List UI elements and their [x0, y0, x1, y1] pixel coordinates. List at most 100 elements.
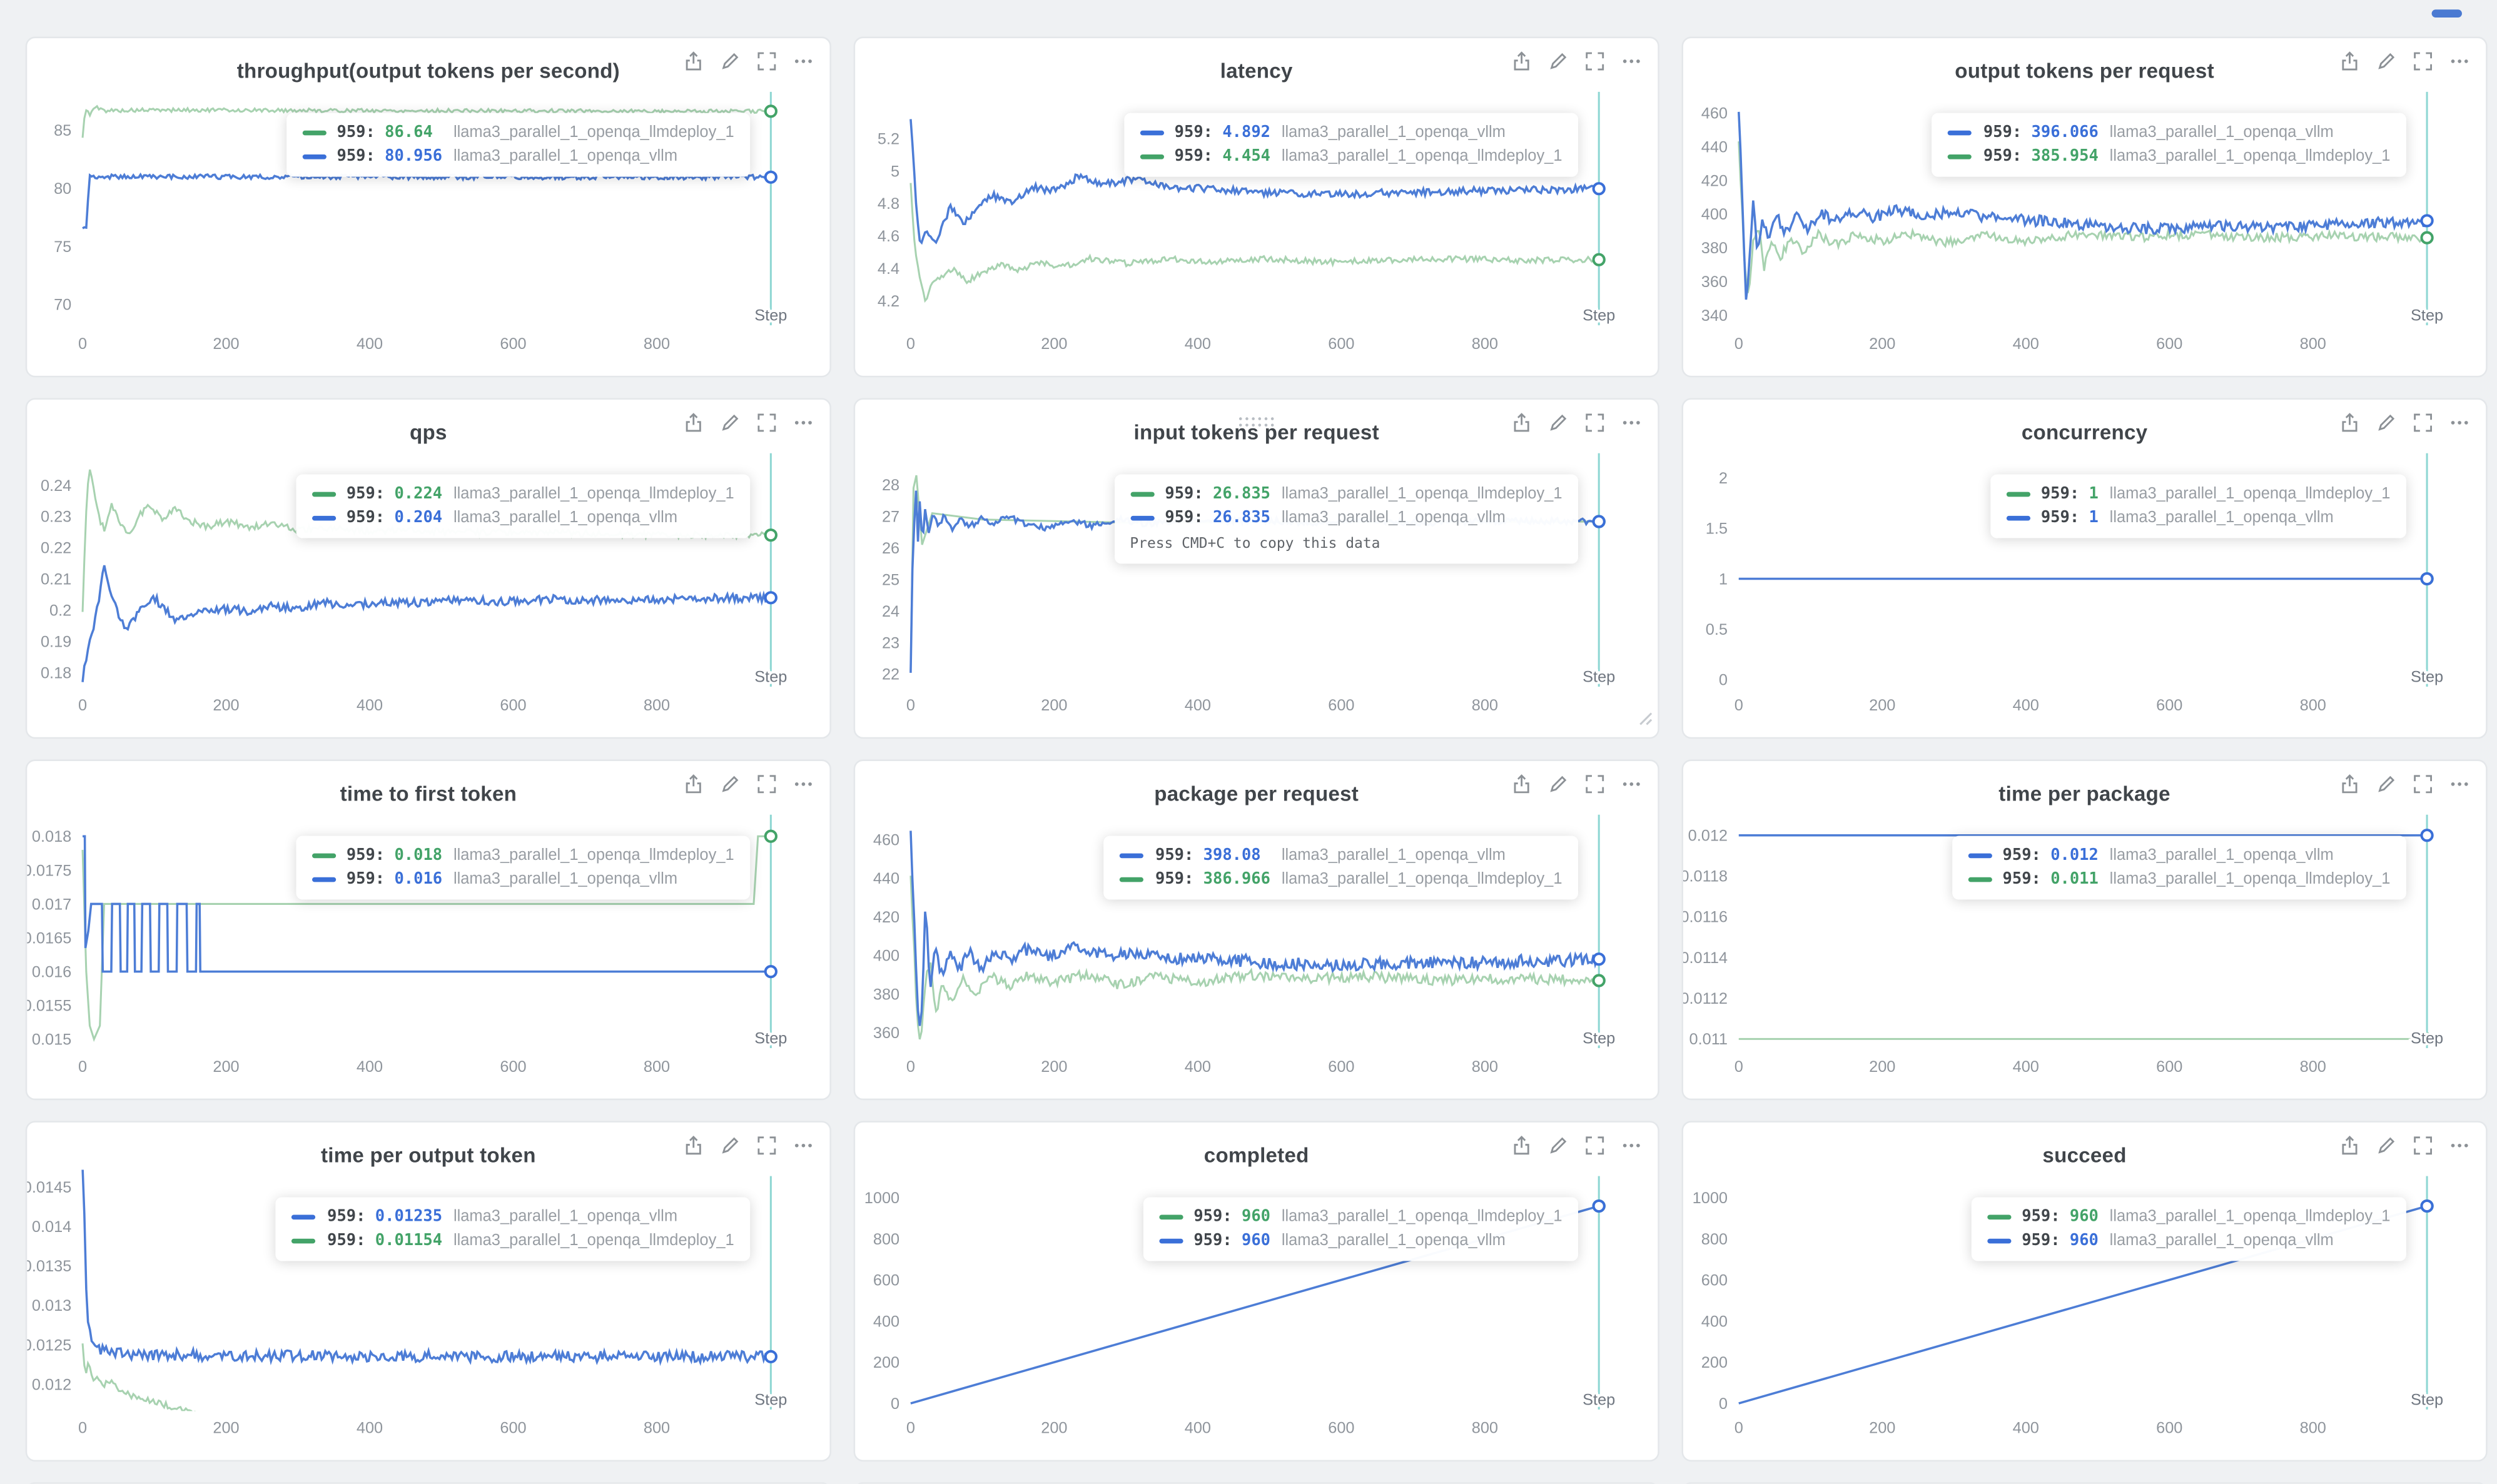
edit-button[interactable]	[718, 49, 741, 72]
more-button[interactable]	[2448, 1134, 2470, 1156]
tooltip-value: 1	[2089, 485, 2099, 503]
share-button[interactable]	[1510, 772, 1532, 795]
edit-button[interactable]	[718, 1134, 741, 1156]
resize-handle[interactable]	[1639, 705, 1653, 734]
more-button[interactable]	[1619, 411, 1642, 433]
share-button[interactable]	[1510, 49, 1532, 72]
svg-text:0.19: 0.19	[41, 633, 71, 651]
fullscreen-button[interactable]	[755, 49, 777, 72]
tooltip-step: 959	[2003, 871, 2051, 889]
svg-text:400: 400	[2013, 697, 2039, 714]
fullscreen-button[interactable]	[1583, 1134, 1606, 1156]
chart-plot[interactable]: 0.011 0.0112 0.0114 0.0116 0.0118 0.012 0 200 40…	[1683, 761, 2486, 1099]
scroll-indicator[interactable]	[2431, 9, 2462, 18]
fullscreen-icon	[2413, 413, 2431, 432]
chart-card[interactable]: time to first token 0.015 0.0155 0.016 0.01…	[25, 759, 831, 1101]
tooltip-step: 959	[347, 510, 395, 527]
tooltip-run-name: llama3_parallel_1_openqa_vllm	[1281, 124, 1506, 142]
share-button[interactable]	[2337, 49, 2360, 72]
svg-text:600: 600	[2156, 697, 2182, 714]
svg-text:0.24: 0.24	[41, 477, 71, 495]
chart-title: package per request	[1154, 782, 1359, 806]
chart-plot[interactable]: 4.2 4.4 4.6 4.8 5 5.2 0 200 400 600 800 Step	[855, 38, 1658, 376]
share-button[interactable]	[1510, 411, 1532, 433]
fullscreen-button[interactable]	[1583, 411, 1606, 433]
edit-button[interactable]	[2374, 1134, 2397, 1156]
fullscreen-button[interactable]	[755, 411, 777, 433]
edit-button[interactable]	[1546, 411, 1569, 433]
more-icon	[2450, 58, 2468, 63]
share-button[interactable]	[2337, 772, 2360, 795]
fullscreen-button[interactable]	[755, 772, 777, 795]
chart-card[interactable]: time per output token 0.012 0.0125 0.013 0.…	[25, 1121, 831, 1462]
more-button[interactable]	[2448, 49, 2470, 72]
share-button[interactable]	[1510, 1134, 1532, 1156]
svg-text:600: 600	[1328, 1420, 1354, 1437]
more-button[interactable]	[2448, 411, 2470, 433]
fullscreen-button[interactable]	[1583, 772, 1606, 795]
chart-card[interactable]: succeed 0 200 400 600 800 1000 0 200 400 600 800 St…	[1681, 1121, 2488, 1462]
share-button[interactable]	[682, 49, 704, 72]
svg-text:600: 600	[1328, 335, 1354, 353]
more-button[interactable]	[791, 411, 814, 433]
chart-card[interactable]: output tokens per request 340 360 380 400 42…	[1681, 36, 2488, 378]
chart-plot[interactable]: 0.012 0.0125 0.013 0.0135 0.014 0.0145 0 200 400…	[27, 1123, 829, 1460]
share-button[interactable]	[2337, 411, 2360, 433]
chart-plot[interactable]: 360 380 400 420 440 460 0 200 400 600 800 Step	[855, 761, 1658, 1099]
chart-plot[interactable]: 0.015 0.0155 0.016 0.0165 0.017 0.0175 0.018 0 2…	[27, 761, 829, 1099]
chart-plot[interactable]: 0 200 400 600 800 1000 0 200 400 600 800 Step	[1683, 1123, 2486, 1460]
more-button[interactable]	[1619, 1134, 1642, 1156]
more-button[interactable]	[791, 772, 814, 795]
chart-card[interactable]: package per request 360 380 400 420 440 460 0 2…	[853, 759, 1659, 1101]
legend-swatch	[2005, 492, 2030, 497]
svg-text:0: 0	[1719, 672, 1728, 689]
svg-text:200: 200	[1041, 1058, 1067, 1076]
fullscreen-button[interactable]	[2411, 772, 2433, 795]
chart-plot[interactable]: 0 200 400 600 800 1000 0 200 400 600 800 Step	[855, 1123, 1658, 1460]
more-button[interactable]	[791, 1134, 814, 1156]
edit-button[interactable]	[718, 772, 741, 795]
fullscreen-button[interactable]	[755, 1134, 777, 1156]
edit-button[interactable]	[2374, 411, 2397, 433]
chart-card[interactable]: time per package 0.011 0.0112 0.0114 0.0116…	[1681, 759, 2488, 1101]
tooltip-value: 26.835	[1213, 485, 1270, 503]
chart-card[interactable]: input tokens per request 22 23 24 25 26 27 28 0…	[853, 398, 1659, 739]
more-button[interactable]	[1619, 772, 1642, 795]
more-button[interactable]	[791, 49, 814, 72]
chart-plot[interactable]: 22 23 24 25 26 27 28 0 200 400 600 800 Step	[855, 400, 1658, 737]
svg-text:Step: Step	[2411, 307, 2443, 325]
more-button[interactable]	[2448, 772, 2470, 795]
share-button[interactable]	[2337, 1134, 2360, 1156]
edit-button[interactable]	[718, 411, 741, 433]
share-button[interactable]	[682, 772, 704, 795]
edit-button[interactable]	[2374, 49, 2397, 72]
chart-card[interactable]: latency 4.2 4.4 4.6 4.8 5 5.2 0 200 400 600 800 Ste…	[853, 36, 1659, 378]
chart-card[interactable]: completed 0 200 400 600 800 1000 0 200 400 600 800…	[853, 1121, 1659, 1462]
legend-swatch	[1967, 877, 1992, 882]
share-button[interactable]	[682, 1134, 704, 1156]
drag-handle-icon[interactable]	[1238, 408, 1275, 437]
svg-text:460: 460	[873, 831, 899, 849]
fullscreen-button[interactable]	[1583, 49, 1606, 72]
svg-text:340: 340	[1701, 307, 1728, 325]
more-button[interactable]	[1619, 49, 1642, 72]
edit-button[interactable]	[1546, 772, 1569, 795]
chart-card[interactable]: qps 0.18 0.19 0.2 0.21 0.22 0.23 0.24 0 200 400 60…	[25, 398, 831, 739]
fullscreen-button[interactable]	[2411, 1134, 2433, 1156]
edit-button[interactable]	[1546, 49, 1569, 72]
edit-button[interactable]	[1546, 1134, 1569, 1156]
chart-plot[interactable]: 340 360 380 400 420 440 460 0 200 400 600 800 Step	[1683, 38, 2486, 376]
tooltip-value: 386.966	[1203, 871, 1270, 889]
fullscreen-button[interactable]	[2411, 411, 2433, 433]
edit-button[interactable]	[2374, 772, 2397, 795]
chart-plot[interactable]: 70 75 80 85 0 200 400 600 800 Step	[27, 38, 829, 376]
chart-plot[interactable]: 0.18 0.19 0.2 0.21 0.22 0.23 0.24 0 200 400 600 800…	[27, 400, 829, 737]
svg-text:0.18: 0.18	[41, 664, 71, 682]
fullscreen-button[interactable]	[2411, 49, 2433, 72]
legend-swatch	[301, 130, 326, 136]
chart-plot[interactable]: 0 0.5 1 1.5 2 0 200 400 600 800 Step	[1683, 400, 2486, 737]
tooltip-value: 960	[2069, 1208, 2099, 1226]
chart-card[interactable]: throughput(output tokens per second) 70 7…	[25, 36, 831, 378]
chart-card[interactable]: concurrency 0 0.5 1 1.5 2 0 200 400 600 800 Step 9…	[1681, 398, 2488, 739]
share-button[interactable]	[682, 411, 704, 433]
